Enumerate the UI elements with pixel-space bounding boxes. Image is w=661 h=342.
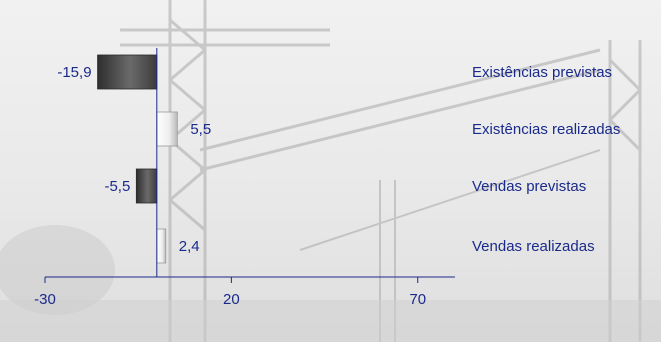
- x-tick-label: 70: [409, 291, 426, 308]
- x-tick-label: 20: [223, 291, 240, 308]
- bar: [97, 54, 158, 90]
- data-label: 5,5: [190, 121, 211, 138]
- bar: [156, 228, 167, 264]
- category-label: Vendas realizadas: [472, 238, 595, 255]
- bar: [135, 168, 158, 204]
- data-label: -5,5: [104, 178, 130, 195]
- x-tick-label: -30: [34, 291, 56, 308]
- category-label: Vendas previstas: [472, 178, 586, 195]
- data-label: -15,9: [57, 64, 91, 81]
- data-label: 2,4: [179, 238, 200, 255]
- bar: [156, 111, 178, 147]
- category-label: Existências previstas: [472, 64, 612, 81]
- category-label: Existências realizadas: [472, 121, 620, 138]
